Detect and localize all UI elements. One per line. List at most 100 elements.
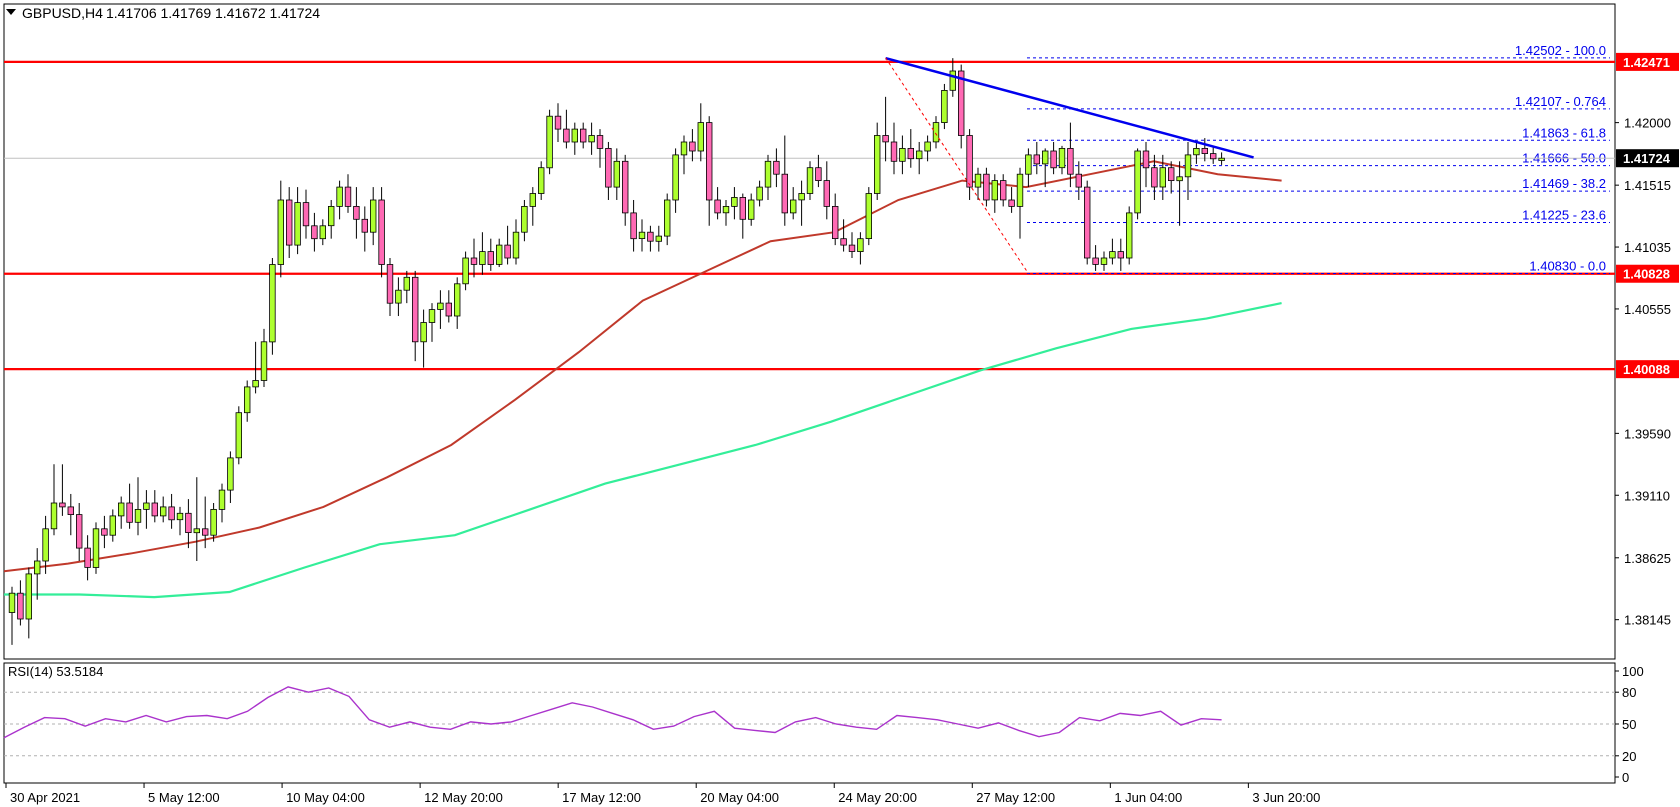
- y-tick-label-7: 1.38145: [1624, 613, 1671, 628]
- candle-102: [865, 193, 872, 239]
- candle-33: [285, 199, 293, 246]
- candle-28: [243, 386, 251, 414]
- fib-label-1: 1.42107 - 0.764: [1515, 94, 1606, 109]
- current-price-tag-bg: [1616, 149, 1679, 168]
- current-price-tag-label: 1.41724: [1623, 151, 1671, 166]
- candle-79: [672, 154, 679, 201]
- candle-48: [411, 276, 419, 343]
- fib-label-4: 1.41469 - 38.2: [1522, 176, 1606, 191]
- x-tick-label-1: 5 May 12:00: [148, 790, 220, 805]
- candle-91: [773, 160, 780, 175]
- candle-129: [1092, 257, 1099, 265]
- rsi-tick-label-1: 80: [1622, 685, 1636, 700]
- x-tick-label-2: 10 May 04:00: [286, 790, 365, 805]
- level-tag-1-label: 1.40828: [1623, 267, 1670, 282]
- candle-21: [185, 512, 192, 533]
- rsi-line: [3, 686, 1222, 739]
- candle-1: [17, 592, 24, 620]
- candle-4: [42, 528, 49, 562]
- x-tick-label-6: 24 May 20:00: [838, 790, 917, 805]
- candle-43: [369, 199, 377, 233]
- candle-19: [168, 506, 175, 521]
- candle-67: [571, 128, 578, 143]
- candle-88: [748, 199, 755, 220]
- candle-76: [647, 231, 654, 242]
- candle-121: [1025, 154, 1032, 175]
- candle-124: [1050, 150, 1057, 169]
- candle-73: [622, 160, 629, 214]
- candle-51: [437, 302, 444, 310]
- trendline[interactable]: [885, 56, 1254, 159]
- dropdown-triangle-icon[interactable]: [6, 9, 16, 15]
- rsi-tick-label-4: 0: [1622, 770, 1629, 785]
- candle-96: [815, 167, 822, 181]
- candle-25: [218, 489, 226, 510]
- candle-128: [1084, 186, 1091, 259]
- candle-13: [118, 502, 125, 517]
- candle-105: [890, 141, 898, 162]
- fib-swing-line[interactable]: [885, 57, 1029, 274]
- candle-72: [613, 160, 620, 188]
- candle-36: [311, 225, 318, 240]
- candle-90: [764, 160, 772, 188]
- candle-22: [193, 528, 200, 534]
- candle-123: [1042, 150, 1049, 165]
- candle-42: [361, 218, 368, 233]
- candle-49: [420, 322, 427, 343]
- symbol-label: GBPUSD,H4: [22, 5, 103, 21]
- fibonacci-levels: 1.42502 - 100.0 1.42107 - 0.764 1.41863 - …: [1027, 43, 1610, 274]
- candle-97: [823, 180, 830, 207]
- candle-119: [1008, 199, 1015, 207]
- candle-7: [67, 506, 74, 515]
- candle-82: [697, 122, 704, 152]
- candle-114: [966, 135, 973, 188]
- level-tag-1-bg: [1616, 264, 1679, 283]
- candle-40: [344, 186, 352, 207]
- candle-56: [479, 251, 486, 265]
- candle-8: [76, 514, 83, 549]
- x-tick-label-8: 1 Jun 04:00: [1114, 790, 1182, 805]
- candle-112: [949, 70, 956, 91]
- candle-106: [899, 147, 906, 162]
- candle-52: [445, 302, 452, 317]
- candle-132: [1117, 251, 1124, 259]
- candle-75: [638, 231, 646, 239]
- candle-127: [1075, 173, 1082, 188]
- candle-50: [428, 309, 436, 323]
- candle-111: [941, 90, 948, 124]
- candle-20: [176, 512, 184, 521]
- candle-23: [201, 528, 209, 536]
- candle-95: [806, 167, 814, 194]
- candle-142: [1201, 147, 1208, 154]
- price-axis: 1.42000 1.41515 1.41035 1.40555 1.39590 1.391…: [1615, 116, 1671, 628]
- price-panel-frame: [3, 3, 1616, 660]
- candle-30: [260, 341, 268, 381]
- candle-100: [848, 244, 856, 252]
- candle-134: [1134, 150, 1141, 214]
- moving-averages: [3, 157, 1615, 599]
- candlesticks: [8, 58, 1225, 645]
- candle-85: [722, 205, 730, 214]
- candle-138: [1168, 167, 1175, 181]
- candle-71: [605, 147, 612, 188]
- level-tag-2-bg: [1616, 360, 1679, 379]
- rsi-indicator: 100 80 50 20 0: [3, 664, 1644, 785]
- x-tick-label-7: 27 May 12:00: [976, 790, 1055, 805]
- candle-3: [34, 560, 41, 575]
- candle-139: [1176, 176, 1183, 182]
- candle-86: [731, 196, 738, 207]
- candle-9: [84, 547, 91, 568]
- candle-59: [504, 244, 511, 259]
- candle-68: [580, 128, 587, 143]
- candle-108: [916, 150, 923, 160]
- candle-16: [143, 502, 150, 510]
- candle-2: [25, 573, 32, 620]
- candle-17: [151, 502, 158, 517]
- ma-fast-line: [3, 160, 1282, 573]
- candle-18: [159, 506, 167, 517]
- fib-label-6: 1.40830 - 0.0: [1529, 258, 1606, 273]
- candle-110: [932, 122, 940, 143]
- rsi-tick-label-0: 100: [1622, 664, 1644, 679]
